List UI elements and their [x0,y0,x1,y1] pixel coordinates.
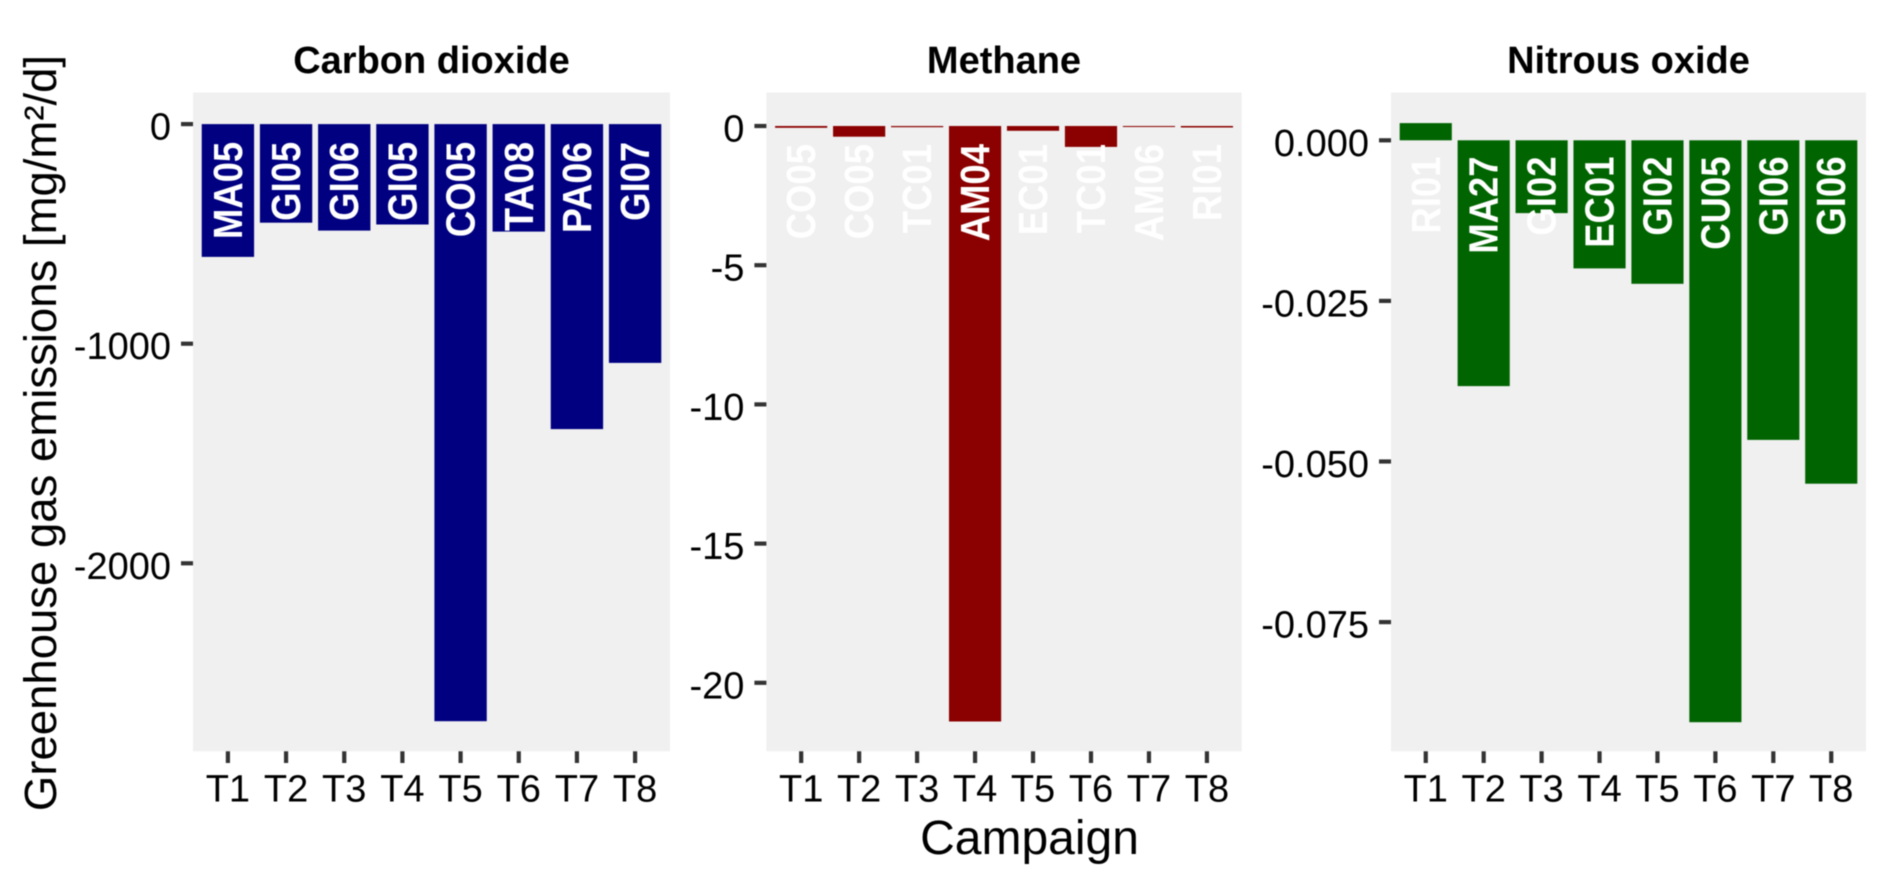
svg-text:GI07: GI07 [612,142,658,221]
svg-text:-0.075: -0.075 [1261,605,1369,647]
svg-text:GI06: GI06 [1808,157,1854,236]
svg-text:T3: T3 [1519,769,1563,811]
svg-text:CO05: CO05 [836,144,882,239]
svg-text:T4: T4 [1577,769,1621,811]
svg-text:0.000: 0.000 [1274,123,1369,165]
svg-text:T3: T3 [322,769,366,811]
svg-text:T7: T7 [555,769,599,811]
svg-text:Methane: Methane [927,40,1081,82]
svg-text:RI01: RI01 [1184,144,1230,221]
svg-text:T3: T3 [895,769,939,811]
svg-text:AM04: AM04 [952,144,998,241]
svg-text:MA27: MA27 [1461,157,1507,254]
svg-text:GI06: GI06 [321,142,367,221]
svg-text:EC01: EC01 [1010,144,1056,235]
svg-text:T1: T1 [779,769,823,811]
svg-text:MA05: MA05 [205,142,251,239]
svg-text:-20: -20 [689,665,744,707]
svg-text:Nitrous oxide: Nitrous oxide [1507,40,1750,82]
svg-text:T8: T8 [613,769,657,811]
svg-text:GI02: GI02 [1519,157,1565,236]
svg-text:T4: T4 [380,769,424,811]
svg-text:0: 0 [723,109,744,151]
svg-text:GI05: GI05 [379,142,425,221]
svg-text:T5: T5 [438,769,482,811]
svg-text:-5: -5 [711,248,745,290]
svg-text:TC01: TC01 [894,144,940,233]
svg-text:PA06: PA06 [554,142,600,233]
svg-text:Campaign: Campaign [920,812,1139,865]
svg-text:AM06: AM06 [1126,144,1172,241]
svg-text:T6: T6 [1069,769,1113,811]
svg-text:GI06: GI06 [1750,157,1796,236]
svg-text:T8: T8 [1185,769,1229,811]
svg-text:CO05: CO05 [438,142,484,237]
svg-text:T6: T6 [497,769,541,811]
svg-text:T2: T2 [837,769,881,811]
svg-text:T6: T6 [1693,769,1737,811]
svg-text:T7: T7 [1127,769,1171,811]
svg-text:Greenhouse gas emissions [mg/m: Greenhouse gas emissions [mg/m²/d] [15,55,66,811]
svg-text:T8: T8 [1809,769,1853,811]
svg-text:CU05: CU05 [1692,157,1738,250]
svg-text:T7: T7 [1751,769,1795,811]
svg-text:TC01: TC01 [1068,144,1114,233]
svg-text:RI01: RI01 [1403,157,1449,234]
svg-text:T2: T2 [1462,769,1506,811]
svg-text:-0.050: -0.050 [1261,444,1369,486]
svg-text:-1000: -1000 [74,326,171,368]
svg-text:GI02: GI02 [1634,157,1680,236]
svg-text:T1: T1 [1404,769,1448,811]
svg-text:-15: -15 [689,526,744,568]
svg-text:-2000: -2000 [74,546,171,588]
svg-text:EC01: EC01 [1577,157,1623,248]
svg-text:T5: T5 [1635,769,1679,811]
svg-text:Carbon dioxide: Carbon dioxide [293,40,570,82]
svg-text:GI05: GI05 [263,142,309,221]
svg-text:T2: T2 [264,769,308,811]
svg-text:TA08: TA08 [496,142,542,231]
svg-text:-0.025: -0.025 [1261,283,1369,325]
svg-text:T1: T1 [206,769,250,811]
svg-text:CO05: CO05 [778,144,824,239]
svg-text:-10: -10 [689,387,744,429]
svg-text:T4: T4 [953,769,997,811]
svg-text:0: 0 [150,107,171,149]
svg-text:T5: T5 [1011,769,1055,811]
